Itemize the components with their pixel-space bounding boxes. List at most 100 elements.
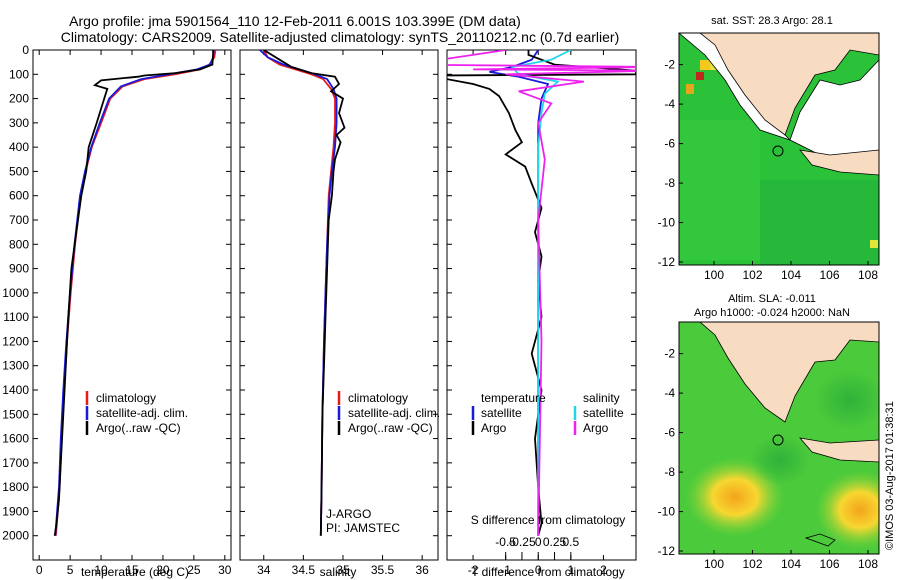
- sst-map-panel: sat. SST: 28.3 Argo: 28.1 -2 -4 -6 -8 -10 -12…: [658, 15, 880, 282]
- y-tick-label: 1700: [2, 456, 29, 470]
- x-tick-label: -2: [468, 563, 479, 577]
- difference-xlabel: T difference from climatology: [471, 565, 625, 579]
- sla-map: [679, 322, 879, 554]
- map-y-tick-label: -4: [664, 386, 675, 400]
- y-tick-label: 400: [9, 140, 29, 154]
- map-x-tick-label: 100: [704, 557, 724, 571]
- y-tick-label: 1300: [2, 359, 29, 373]
- sla-argo-marker: [772, 434, 784, 446]
- x-tick-label: 25: [187, 563, 201, 577]
- y-tick-label: 800: [9, 237, 29, 251]
- map-x-tick-label: 104: [781, 268, 801, 282]
- imos-credit: ©IMOS 03-Aug-2017 01:38:31: [884, 401, 896, 550]
- series-climatology: [55, 50, 217, 536]
- series-climatology: [263, 50, 336, 536]
- difference-legend-tsat: satellite: [481, 406, 522, 420]
- y-tick-label: 2000: [2, 529, 29, 543]
- header-line2: Climatology: CARS2009. Satellite-adjuste…: [61, 29, 619, 45]
- sst-map-title: sat. SST: 28.3 Argo: 28.1: [711, 15, 833, 27]
- y-tick-label: 1500: [2, 407, 29, 421]
- map-y-tick-label: -4: [664, 97, 675, 111]
- s-tick-label: 0.25: [543, 535, 567, 549]
- map-x-tick-label: 106: [819, 268, 839, 282]
- map-x-tick-label: 108: [858, 557, 878, 571]
- sst-argo-marker: [772, 145, 784, 157]
- map-x-tick-label: 102: [742, 557, 762, 571]
- s-tick-label: -0.25: [508, 535, 536, 549]
- x-tick-label: 35.5: [371, 563, 395, 577]
- temperature-panel: 0 5 10 15 20 25 300100200300400500600700800900…: [2, 43, 232, 579]
- salinity-annotation-jargo: J-ARGO: [326, 507, 371, 521]
- y-tick-label: 1400: [2, 383, 29, 397]
- x-tick-label: 20: [156, 563, 170, 577]
- map-y-tick-label: -6: [664, 137, 675, 151]
- difference-legend-ssat: satellite: [583, 406, 624, 420]
- sst-map: [679, 33, 879, 265]
- salinity-legend-climatology: climatology: [348, 391, 408, 405]
- y-tick-label: 700: [9, 213, 29, 227]
- sla-map-panel: Altim. SLA: -0.011 Argo h1000: -0.024 h2…: [658, 293, 880, 571]
- y-tick-label: 900: [9, 262, 29, 276]
- x-tick-label: 35: [336, 563, 350, 577]
- map-x-tick-label: 108: [858, 268, 878, 282]
- x-tick-label: 30: [218, 563, 232, 577]
- x-tick-label: 34: [257, 563, 271, 577]
- x-tick-label: 0: [36, 563, 43, 577]
- series-argo: [53, 50, 215, 536]
- salinity-legend-satellite: satellite-adj. clim.: [348, 406, 440, 420]
- temperature-legend-climatology: climatology: [96, 391, 156, 405]
- temperature-legend-argo: Argo(..raw -QC): [96, 421, 181, 435]
- salinity-frame: [239, 49, 439, 561]
- header-line1: Argo profile: jma 5901564_110 12-Feb-201…: [69, 13, 521, 29]
- x-tick-label: 2: [600, 563, 607, 577]
- x-tick-label: 36: [415, 563, 429, 577]
- y-tick-label: 1100: [3, 310, 29, 324]
- y-tick-label: 500: [9, 164, 29, 178]
- series-satellite-adj-clim-: [259, 50, 338, 536]
- y-tick-label: 1900: [2, 504, 29, 518]
- x-tick-label: 10: [94, 563, 108, 577]
- y-tick-label: 600: [9, 189, 29, 203]
- s-tick-label: 0.5: [562, 535, 579, 549]
- x-tick-label: -1: [500, 563, 511, 577]
- map-y-tick-label: -8: [664, 465, 675, 479]
- y-tick-label: 1600: [2, 432, 29, 446]
- difference-legend-salinity-title: salinity: [583, 391, 620, 405]
- salinity-xlabel: salinity: [320, 565, 357, 579]
- y-tick-label: 1000: [2, 286, 29, 300]
- y-tick-label: 200: [9, 92, 29, 106]
- difference-legend-sargo: Argo: [583, 421, 609, 435]
- map-y-tick-label: -2: [664, 58, 675, 72]
- map-y-tick-label: -6: [664, 426, 675, 440]
- map-y-tick-label: -2: [664, 347, 675, 361]
- y-tick-label: 300: [9, 116, 29, 130]
- temperature-xlabel: temperature (deg C): [81, 565, 189, 579]
- sla-map-title2: Argo h1000: -0.024 h2000: NaN: [694, 307, 850, 319]
- difference-legend-targo: Argo: [481, 421, 507, 435]
- series-s-satellite: [510, 50, 572, 536]
- map-y-tick-label: -10: [658, 505, 676, 519]
- x-tick-label: 15: [125, 563, 139, 577]
- difference-xlabel-top: S difference from climatology: [471, 513, 626, 527]
- map-y-tick-label: -12: [658, 255, 676, 269]
- temperature-frame: [32, 49, 232, 561]
- s-tick-label: -0.5: [495, 535, 516, 549]
- series-argo: [263, 50, 346, 536]
- map-x-tick-label: 102: [742, 268, 762, 282]
- salinity-annotation-pi: PI: JAMSTEC: [326, 521, 400, 535]
- x-tick-label: 0: [535, 563, 542, 577]
- s-tick-label: 0: [535, 535, 542, 549]
- salinity-legend-argo: Argo(..raw -QC): [348, 421, 433, 435]
- temperature-legend-satellite: satellite-adj. clim.: [96, 406, 188, 420]
- y-tick-label: 1200: [2, 334, 29, 348]
- x-tick-label: 1: [567, 563, 574, 577]
- difference-panel: -2 -1 0 1 2-0.5-0.25 0 0.250.5 S difference fr…: [446, 49, 637, 579]
- y-tick-label: 0: [22, 43, 29, 57]
- salinity-panel: 34 34.5 35 35.5 36 salinity climatology sate…: [239, 49, 440, 579]
- difference-legend-temperature-title: temperature: [481, 391, 546, 405]
- map-y-tick-label: -8: [664, 176, 675, 190]
- map-x-tick-label: 100: [704, 268, 724, 282]
- series-satellite-adj-clim-: [54, 50, 215, 536]
- y-tick-label: 100: [9, 67, 29, 81]
- sla-map-title1: Altim. SLA: -0.011: [728, 293, 816, 305]
